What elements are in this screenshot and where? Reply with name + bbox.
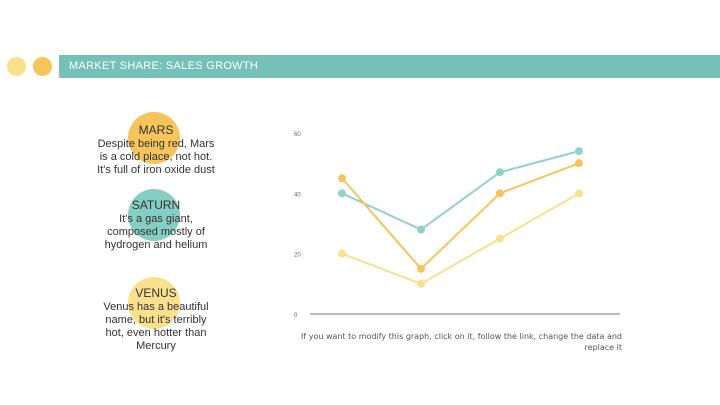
- mars-circle-icon: [128, 112, 180, 164]
- planet-description: Despite being red, Mars is a cold place,…: [97, 138, 215, 176]
- data-point: [496, 234, 504, 243]
- series-line-2: [341, 162, 580, 270]
- venus-circle-icon: [128, 277, 180, 329]
- decorative-dot-light: [7, 57, 26, 76]
- data-point: [338, 174, 346, 183]
- series-line-1: [341, 150, 580, 231]
- planet-item-mars: MARS Despite being red, Mars is a cold p…: [96, 112, 216, 177]
- y-tick-label: 20: [294, 253, 301, 259]
- planet-name: SATURN: [131, 198, 181, 212]
- page-title: MARKET SHARE: SALES GROWTH: [69, 60, 259, 72]
- chart-footnote: If you want to modify this graph, click …: [301, 332, 622, 352]
- data-point: [575, 189, 583, 198]
- planet-item-venus: VENUS Venus has a beautiful name, but it…: [96, 277, 216, 353]
- y-tick-label: 40: [294, 192, 301, 198]
- saturn-circle-icon: [128, 189, 180, 241]
- data-point: [417, 225, 425, 234]
- data-point: [496, 168, 504, 177]
- data-point: [575, 147, 583, 156]
- series-line-3: [341, 192, 580, 285]
- data-point: [575, 159, 583, 168]
- decorative-dot-dark: [33, 57, 52, 76]
- planet-description: It's a gas giant, composed mostly of hyd…: [104, 213, 208, 251]
- header-bar: MARKET SHARE: SALES GROWTH: [59, 55, 720, 78]
- planet-item-saturn: SATURN It's a gas giant, composed mostly…: [96, 189, 216, 252]
- data-point: [417, 279, 425, 288]
- planet-name: VENUS: [135, 286, 177, 300]
- y-tick-label: 60: [294, 132, 301, 138]
- data-point: [496, 189, 504, 198]
- data-point: [338, 249, 346, 258]
- y-tick-label: 0: [294, 313, 298, 319]
- data-point: [417, 264, 425, 273]
- planet-description: Venus has a beautiful name, but it's ter…: [103, 301, 209, 352]
- data-point: [338, 189, 346, 198]
- line-chart[interactable]: 0 20 40 60: [285, 118, 625, 328]
- planet-name: MARS: [138, 123, 174, 137]
